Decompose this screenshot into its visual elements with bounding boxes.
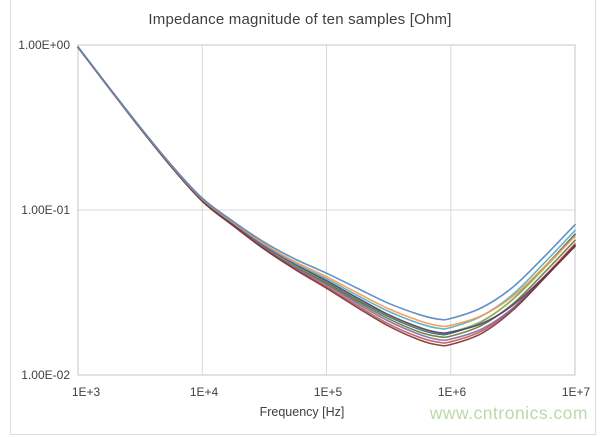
x-tick-1e3: 1E+3: [71, 385, 101, 399]
chart-title: Impedance magnitude of ten samples [Ohm]: [148, 11, 452, 28]
chart-frame: [10, 0, 596, 435]
x-axis-title: Frequency [Hz]: [259, 405, 345, 419]
y-tick-1e-2: 1.00E-02: [21, 368, 70, 382]
x-tick-1e5: 1E+5: [313, 385, 343, 399]
curves-group: [77, 46, 576, 347]
x-tick-1e6: 1E+6: [437, 385, 467, 399]
series-line-1: [77, 46, 576, 321]
gridlines-group: [78, 45, 575, 375]
plot-border: [77, 44, 576, 376]
y-tick-1e0: 1.00E+00: [18, 38, 70, 52]
y-tick-1e-1: 1.00E-01: [21, 203, 70, 217]
x-tick-1e4: 1E+4: [189, 385, 219, 399]
x-tick-1e7: 1E+7: [561, 385, 591, 399]
watermark: www.cntronics.com: [429, 403, 588, 423]
